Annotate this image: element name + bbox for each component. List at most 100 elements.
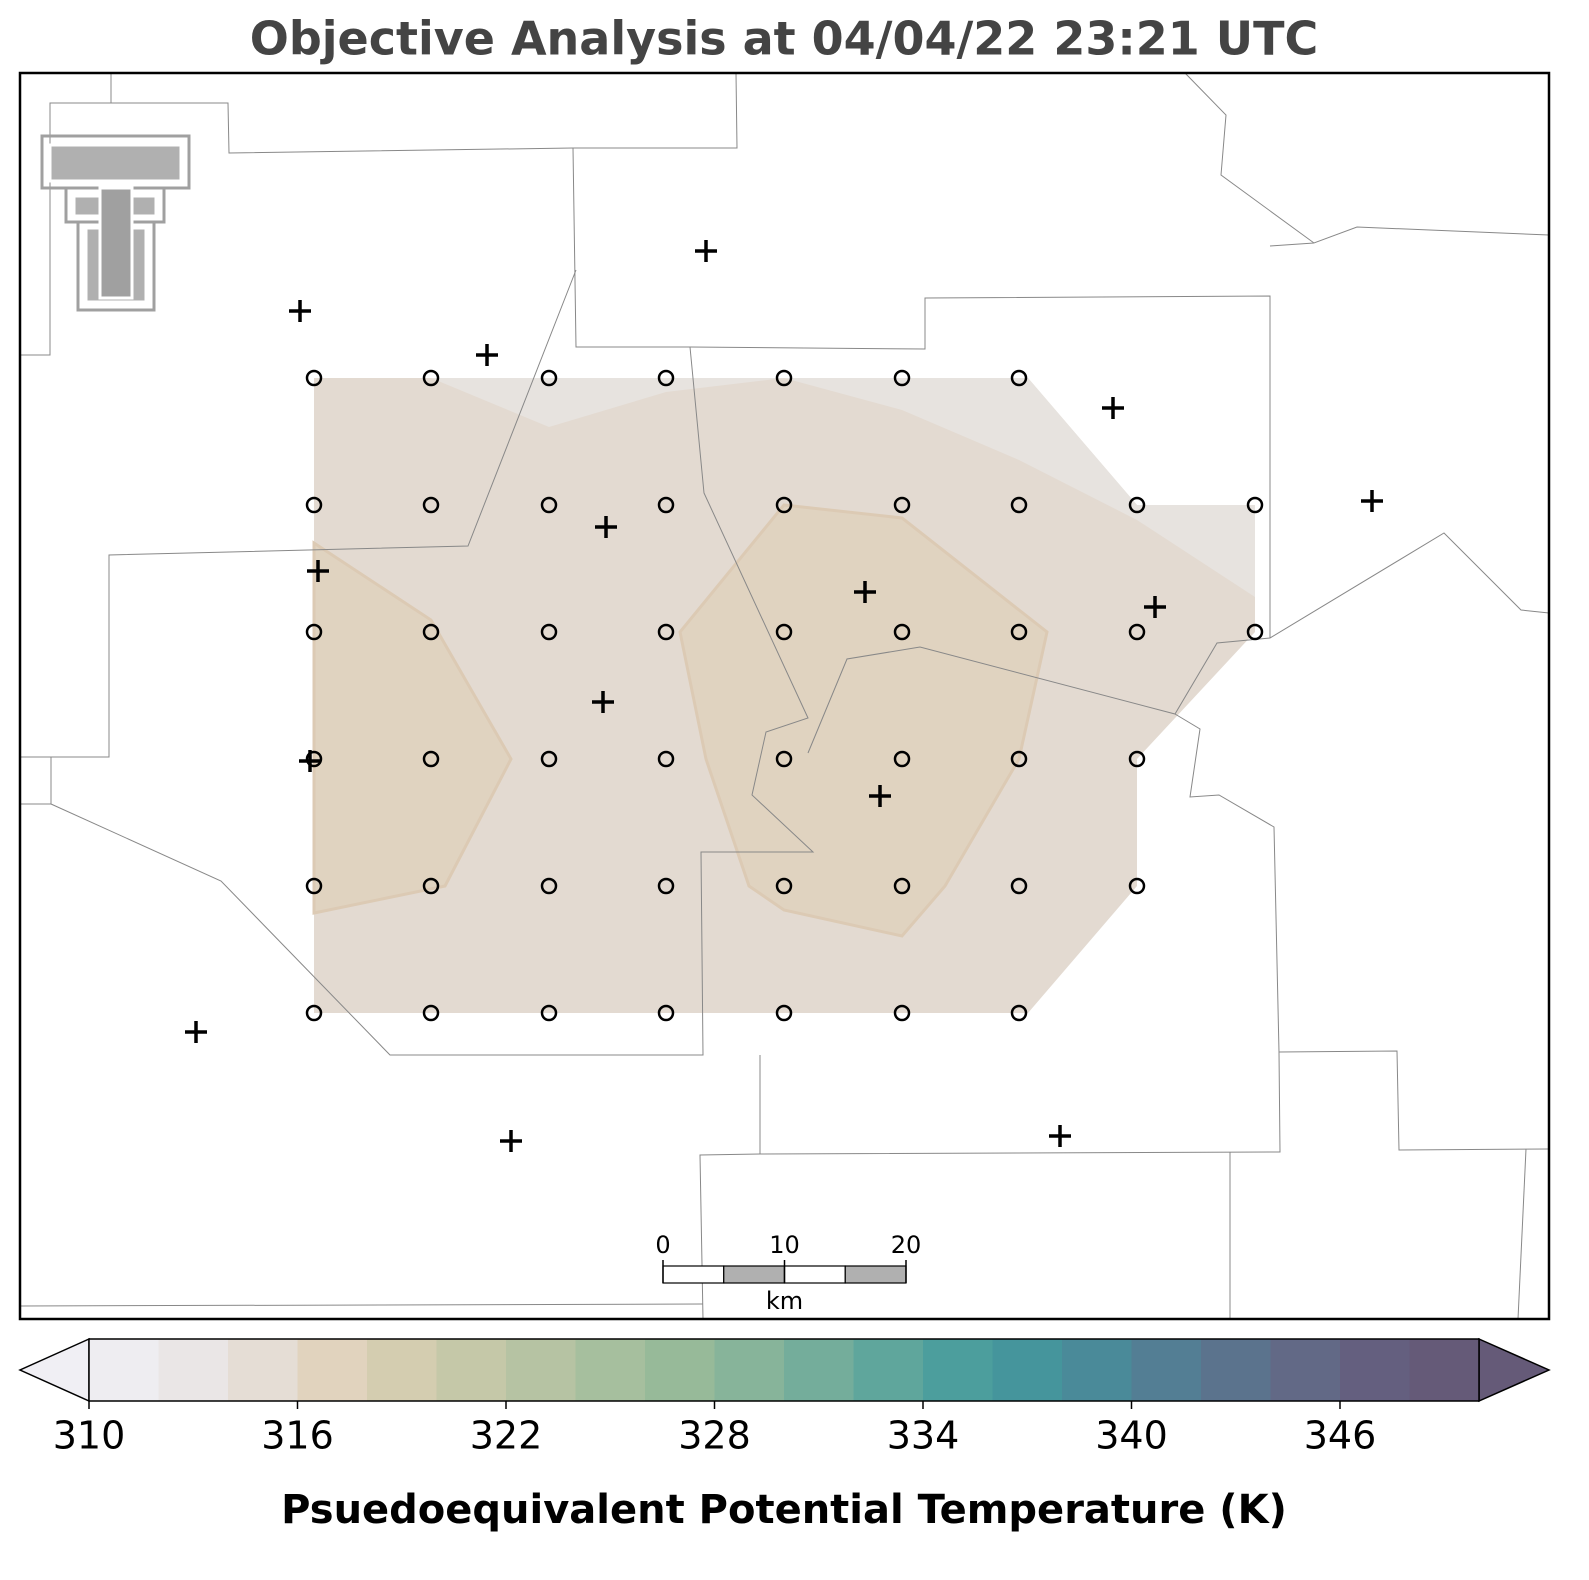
grid-point [1010,750,1028,768]
scale-tick-label: 20 [891,1231,922,1259]
scale-unit: km [766,1287,803,1315]
colorbar: 310 316 322 328 334 340 346 [18,1337,1551,1458]
scale-bar: 0 10 20 km [655,1231,921,1315]
map-frame [18,71,1551,1321]
grid-point [893,623,911,641]
grid-point [422,877,440,895]
grid-point [1010,496,1028,514]
grid-point [305,877,323,895]
grid-point [657,877,675,895]
station-marker [1144,596,1166,618]
scale-tick-label: 0 [655,1231,670,1259]
grid-point [305,1004,323,1022]
grid-point [422,496,440,514]
colorbar-tick-label: 310 [53,1414,126,1458]
station-marker [595,516,617,538]
colorbar-segment [1409,1339,1479,1401]
grid-point [1128,877,1146,895]
grid-point [893,1004,911,1022]
scale-segment [662,1265,725,1284]
station-marker [854,581,876,603]
colorbar-segment [436,1339,506,1401]
grid-point [1010,877,1028,895]
grid-point [893,877,911,895]
station-marker [592,691,614,713]
grid-point [305,369,323,387]
colorbar-segment [1131,1339,1201,1401]
colorbar-segment [297,1339,367,1401]
grid-point [540,496,558,514]
grid-point [775,1004,793,1022]
colorbar-segment [1270,1339,1340,1401]
colorbar-frame [88,1338,1480,1402]
station-marker [299,750,321,772]
contour-fill [678,503,1049,938]
colorbar-segment [714,1339,784,1401]
colorbar-segment [367,1339,437,1401]
grid-point [657,623,675,641]
station-marker [1361,490,1383,512]
contour-fill [312,540,513,915]
scale-segment [723,1265,786,1284]
station-marker [869,785,891,807]
colorbar-segment [1201,1339,1271,1401]
colorbar-tick-label: 334 [887,1414,960,1458]
grid-point [1128,623,1146,641]
colorbar-segment [645,1339,715,1401]
grid-point [657,496,675,514]
grid-point [657,750,675,768]
grid-point [657,369,675,387]
grid-point [1010,623,1028,641]
grid-point [893,496,911,514]
analysis-points [305,369,1264,1022]
station-marker [695,240,717,262]
county-lines [19,72,1550,1320]
stations [185,240,1383,1152]
colorbar-segment [228,1339,298,1401]
grid-point [540,1004,558,1022]
colorbar-segment [923,1339,993,1401]
grid-point [1246,623,1264,641]
grid-point [1010,1004,1028,1022]
grid-point [893,750,911,768]
colorbar-extend-high [1478,1337,1551,1403]
logo [40,134,191,312]
grid-point [305,623,323,641]
colorbar-tick-label: 316 [261,1414,334,1458]
colorbar-segment [506,1339,576,1401]
grid-point [540,369,558,387]
colorbar-segment [1062,1339,1132,1401]
grid-point [422,369,440,387]
colorbar-segment [158,1339,228,1401]
colorbar-segment [575,1339,645,1401]
grid-point [540,877,558,895]
grid-point [540,750,558,768]
colorbar-segment [853,1339,923,1401]
grid-point [1128,750,1146,768]
station-marker [1102,397,1124,419]
grid-point [422,750,440,768]
colorbar-label: Psuedoequivalent Potential Temperature (… [281,1487,1287,1533]
grid-point [775,877,793,895]
station-marker [1049,1125,1071,1147]
colorbar-extend-low [18,1337,90,1403]
colorbar-tick-label: 346 [1304,1414,1377,1458]
grid-point [1246,496,1264,514]
grid-point [305,496,323,514]
grid-point [422,623,440,641]
grid-point [893,369,911,387]
grid-point [1010,369,1028,387]
grid-point [540,623,558,641]
colorbar-segment [992,1339,1062,1401]
colorbar-segment [1340,1339,1410,1401]
grid-point [422,1004,440,1022]
scale-segment [783,1265,846,1284]
scale-tick-label: 10 [769,1231,800,1259]
grid-point [775,750,793,768]
scale-segment [844,1265,907,1284]
grid-point [305,750,323,768]
grid-point [775,623,793,641]
station-marker [476,344,498,366]
station-marker [500,1130,522,1152]
